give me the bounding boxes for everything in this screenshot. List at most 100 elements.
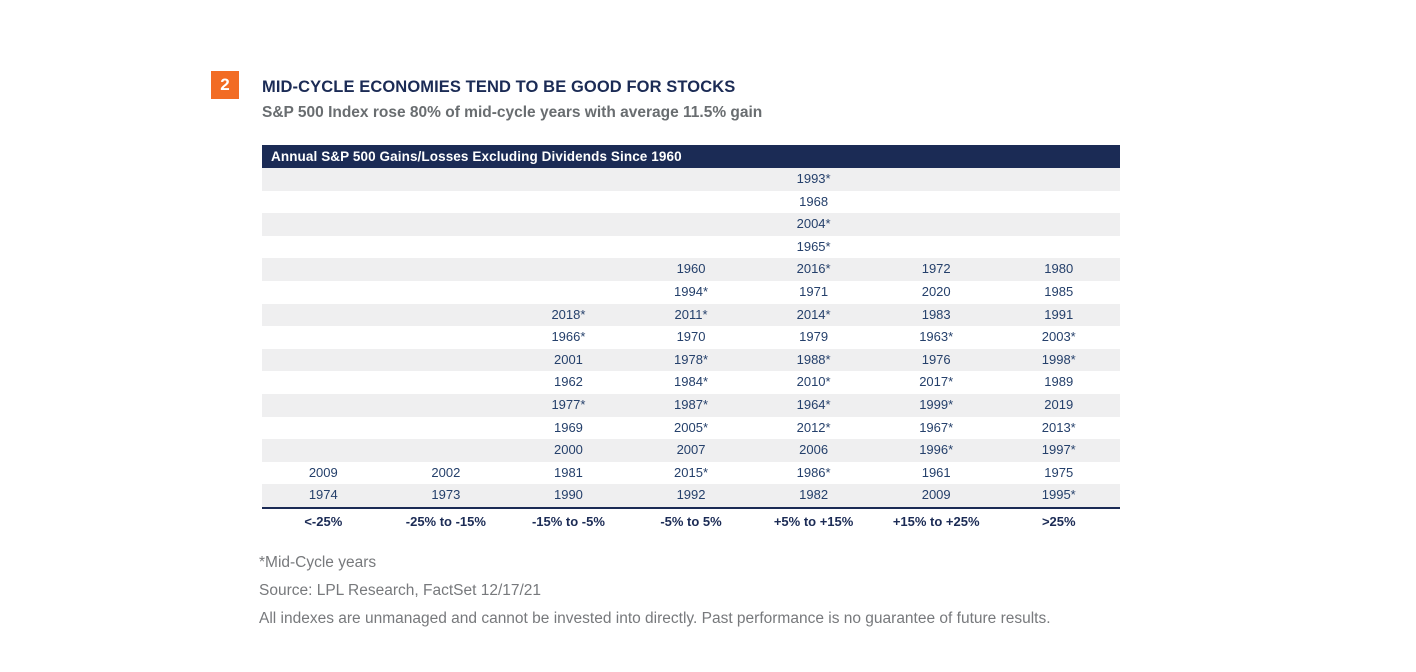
year-cell: 1999* — [919, 396, 954, 412]
year-cell: 1980 — [1044, 261, 1074, 277]
year-cell: 1977* — [551, 396, 586, 412]
year-cell: 2006 — [799, 442, 829, 458]
year-cell — [385, 394, 508, 417]
year-cell — [262, 236, 385, 259]
figure-number-badge: 2 — [211, 71, 239, 99]
year-cell: 1976 — [921, 351, 951, 367]
year-cell — [385, 304, 508, 327]
year-cell: 1994* — [674, 283, 709, 299]
year-cell: 1963* — [919, 329, 954, 345]
year-cell: 2016* — [796, 261, 831, 277]
year-cell — [875, 168, 998, 191]
year-cell: 1965* — [796, 238, 831, 254]
year-cell: 2020 — [921, 283, 951, 299]
year-cell: 1982 — [799, 487, 829, 503]
table-row: 2001 1978* 1988* 1976 1998* — [262, 348, 1120, 372]
year-cell: 1990 — [553, 487, 583, 503]
table-row: 1966* 1970 1979 1963* 2003* — [262, 326, 1120, 349]
year-cell: 2017* — [919, 374, 954, 390]
year-cell: 1979 — [799, 329, 829, 345]
year-cell: 1996* — [919, 442, 954, 458]
year-cell — [997, 191, 1120, 214]
year-cell: 1960 — [676, 261, 706, 277]
year-cell — [385, 326, 508, 349]
year-cell: 2005* — [674, 419, 709, 435]
year-cell: 1984* — [674, 374, 709, 390]
year-cell — [385, 168, 508, 191]
year-cell — [507, 258, 630, 281]
year-cell: 2012* — [796, 419, 831, 435]
bucket-label: -25% to -15% — [405, 513, 486, 529]
bucket-label: +15% to +25% — [892, 513, 980, 529]
year-cell: 2018* — [551, 306, 586, 322]
year-cell: 1991 — [1044, 306, 1074, 322]
bucket-label: +5% to +15% — [773, 513, 854, 529]
year-cell — [385, 281, 508, 304]
year-cell: 1966* — [551, 329, 586, 345]
year-cell: 2000 — [553, 442, 583, 458]
year-cell — [385, 439, 508, 462]
year-cell: 1973 — [431, 487, 461, 503]
year-cell — [385, 417, 508, 440]
year-cell: 1970 — [676, 329, 706, 345]
year-cell: 2003* — [1041, 329, 1076, 345]
year-cell — [997, 168, 1120, 191]
table-row: 1974 1973 1990 1992 1982 2009 1995* — [262, 484, 1120, 507]
figure-number: 2 — [220, 75, 230, 94]
year-cell: 2019 — [1044, 396, 1074, 412]
table-row: 1977* 1987* 1964* 1999* 2019 — [262, 393, 1120, 417]
year-cell — [262, 394, 385, 417]
year-cell — [385, 191, 508, 214]
year-cell — [507, 213, 630, 236]
year-cell: 2014* — [796, 306, 831, 322]
year-cell: 2013* — [1041, 419, 1076, 435]
footnote-midcycle: *Mid-Cycle years — [259, 554, 377, 571]
year-cell: 2009 — [308, 464, 338, 480]
year-cell: 1997* — [1041, 442, 1076, 458]
year-cell — [997, 213, 1120, 236]
bucket-label: >25% — [1041, 513, 1076, 529]
table-header-banner: Annual S&P 500 Gains/Losses Excluding Di… — [262, 145, 1120, 168]
year-cell: 1993* — [796, 171, 831, 186]
year-cell — [262, 326, 385, 349]
year-cell — [630, 168, 753, 191]
returns-histogram-table: Annual S&P 500 Gains/Losses Excluding Di… — [262, 145, 1120, 535]
table-row: 1994* 1971 2020 1985 — [262, 280, 1120, 304]
year-cell: 1975 — [1044, 464, 1074, 480]
footnote-source: Source: LPL Research, FactSet 12/17/21 — [259, 582, 542, 599]
footnote-disclaimer: All indexes are unmanaged and cannot be … — [259, 610, 1051, 627]
year-cell — [507, 191, 630, 214]
year-cell — [262, 191, 385, 214]
chart-title: MID-CYCLE ECONOMIES TEND TO BE GOOD FOR … — [262, 78, 736, 96]
bucket-label: -15% to -5% — [531, 513, 605, 529]
year-cell — [262, 281, 385, 304]
year-cell: 2007 — [676, 442, 706, 458]
histogram-grid: 1993* 1968 2004* 1965* 1960 2016* 1972 1980 1994… — [262, 168, 1120, 507]
table-row: 2009 2002 1981 2015* 1986* 1961 1975 — [262, 461, 1120, 485]
year-cell — [385, 213, 508, 236]
year-cell: 1971 — [799, 283, 829, 299]
year-cell — [385, 258, 508, 281]
year-cell: 1989 — [1044, 374, 1074, 390]
year-cell: 2002 — [431, 464, 461, 480]
year-cell: 1968 — [799, 193, 829, 209]
year-cell — [507, 281, 630, 304]
year-cell — [875, 191, 998, 214]
chart-subtitle: S&P 500 Index rose 80% of mid-cycle year… — [262, 104, 763, 121]
table-row: 1968 — [262, 190, 1120, 214]
year-cell — [630, 191, 753, 214]
table-row: 2000 2007 2006 1996* 1997* — [262, 439, 1120, 462]
year-cell — [262, 439, 385, 462]
year-cell: 1985 — [1044, 283, 1074, 299]
year-cell: 1986* — [796, 464, 831, 480]
year-cell — [262, 349, 385, 372]
year-cell — [262, 417, 385, 440]
table-row: 1960 2016* 1972 1980 — [262, 258, 1120, 281]
year-cell — [262, 304, 385, 327]
year-cell — [385, 349, 508, 372]
table-row: 1965* — [262, 235, 1120, 259]
year-cell: 2001 — [553, 351, 583, 367]
year-cell: 1974 — [308, 487, 338, 503]
year-cell — [385, 371, 508, 394]
year-cell: 2011* — [674, 306, 708, 322]
